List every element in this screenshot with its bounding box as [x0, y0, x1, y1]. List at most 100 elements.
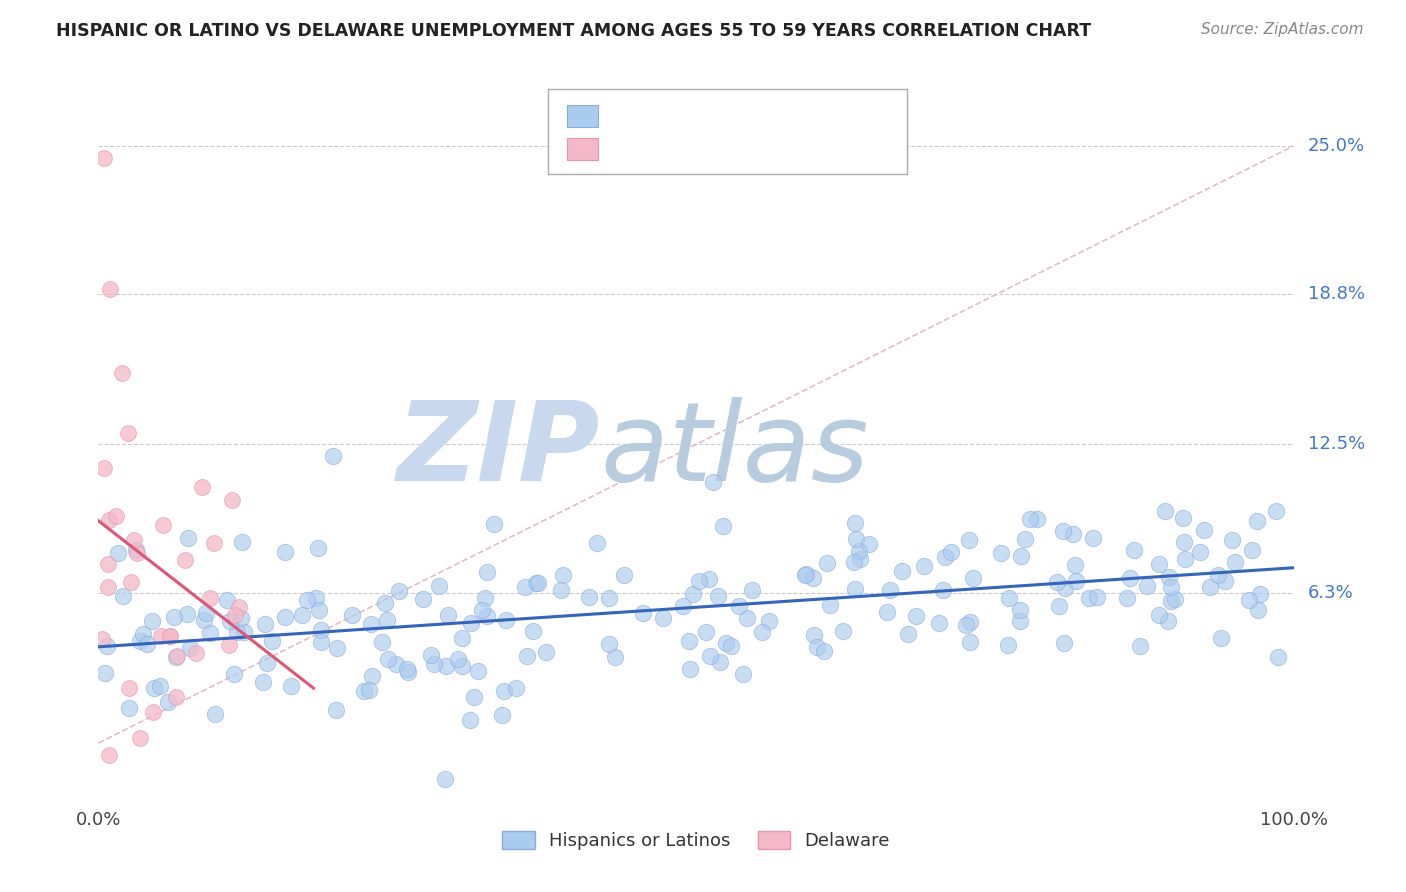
Point [491, 707, 513, 722]
Point [1014, 532, 1036, 546]
Point [848, 544, 870, 558]
Text: 6.3%: 6.3% [1308, 583, 1354, 601]
Point [513, 580, 536, 594]
Point [598, 591, 620, 605]
Point [291, 608, 314, 623]
Point [651, 611, 673, 625]
Point [191, 480, 214, 494]
Point [128, 633, 150, 648]
Point [516, 649, 538, 664]
Point [897, 627, 920, 641]
Point [939, 545, 962, 559]
Point [1047, 599, 1070, 613]
Point [803, 628, 825, 642]
Point [997, 638, 1019, 652]
Point [274, 609, 297, 624]
Point [815, 557, 838, 571]
Point [475, 609, 498, 624]
Point [120, 575, 142, 590]
Text: 0.463: 0.463 [648, 107, 704, 125]
Point [990, 546, 1012, 560]
Point [371, 635, 394, 649]
Point [94, 666, 117, 681]
Point [128, 731, 150, 745]
Point [436, 658, 458, 673]
Point [436, 607, 458, 622]
Point [165, 690, 187, 705]
Point [955, 618, 977, 632]
Point [460, 616, 482, 631]
Point [890, 564, 912, 578]
Point [905, 609, 928, 624]
Point [741, 582, 763, 597]
Text: atlas: atlas [600, 397, 869, 504]
Point [388, 584, 411, 599]
Text: 0.077: 0.077 [648, 140, 704, 158]
Point [505, 681, 527, 696]
Text: N =: N = [721, 140, 761, 158]
Point [152, 518, 174, 533]
Point [111, 589, 134, 603]
Point [260, 633, 283, 648]
Text: R =: R = [606, 107, 645, 125]
Point [184, 646, 207, 660]
Point [1211, 631, 1233, 645]
Point [165, 649, 187, 664]
Point [311, 624, 333, 638]
Point [1077, 591, 1099, 605]
Point [1064, 574, 1087, 588]
Point [858, 537, 880, 551]
Point [578, 590, 600, 604]
Point [801, 571, 824, 585]
Point [1122, 542, 1144, 557]
Point [1147, 557, 1170, 571]
Point [522, 624, 544, 639]
Point [1010, 549, 1032, 563]
Point [697, 572, 720, 586]
Point [340, 607, 363, 622]
Point [142, 705, 165, 719]
Text: Source: ZipAtlas.com: Source: ZipAtlas.com [1201, 22, 1364, 37]
Point [1160, 594, 1182, 608]
Point [1246, 514, 1268, 528]
Point [1192, 523, 1215, 537]
Point [377, 652, 399, 666]
Point [1174, 551, 1197, 566]
Point [231, 535, 253, 549]
Point [117, 425, 139, 440]
Point [959, 615, 981, 630]
Point [222, 666, 245, 681]
Point [1085, 590, 1108, 604]
Point [141, 615, 163, 629]
Point [125, 543, 148, 558]
Point [233, 624, 256, 639]
Point [695, 625, 717, 640]
Point [423, 657, 446, 672]
Point [1237, 592, 1260, 607]
Point [125, 546, 148, 560]
Point [527, 575, 550, 590]
Point [1052, 524, 1074, 538]
Point [447, 652, 470, 666]
Point [751, 625, 773, 640]
Point [524, 575, 547, 590]
Point [1173, 534, 1195, 549]
Point [252, 675, 274, 690]
Point [179, 641, 201, 656]
Point [377, 613, 399, 627]
Point [1159, 570, 1181, 584]
Point [93, 151, 115, 165]
Point [702, 475, 724, 490]
Point [709, 655, 731, 669]
Point [962, 570, 984, 584]
Point [1249, 587, 1271, 601]
Point [844, 582, 866, 596]
Point [1171, 510, 1194, 524]
Point [360, 669, 382, 683]
Point [932, 583, 955, 598]
Point [308, 603, 330, 617]
Point [474, 591, 496, 605]
Point [149, 679, 172, 693]
Point [451, 659, 474, 673]
Point [551, 568, 574, 582]
